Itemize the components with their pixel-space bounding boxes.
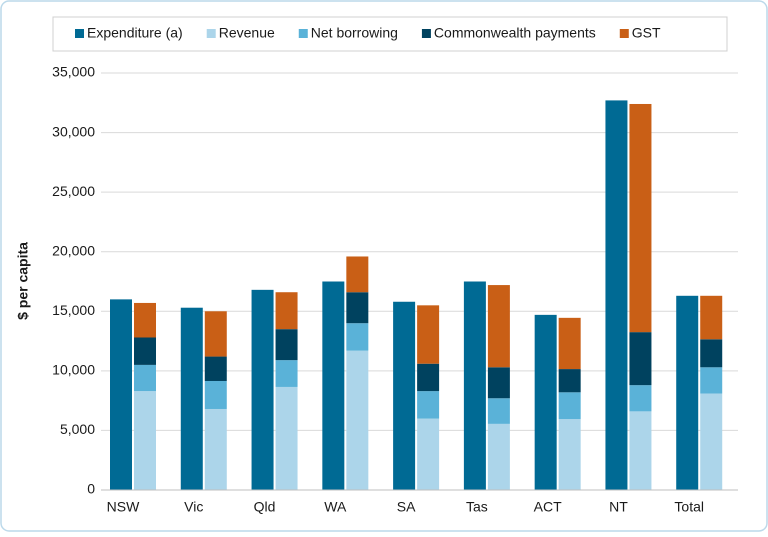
x-tick-label: Vic	[184, 499, 203, 515]
bar-segment	[275, 386, 298, 490]
bar-segment	[629, 103, 652, 333]
x-tick-label: Total	[674, 499, 704, 515]
bar-segment	[700, 295, 723, 340]
y-tick-label: 30,000	[52, 123, 95, 139]
x-tick-label: SA	[397, 499, 416, 515]
bar	[180, 307, 203, 490]
bar-segment	[204, 380, 227, 409]
y-tick-label: 0	[87, 481, 95, 497]
bar-segment	[558, 369, 581, 393]
legend-swatch	[206, 29, 216, 38]
bar	[605, 100, 628, 490]
bar-segment	[275, 329, 298, 361]
bar-segment	[204, 408, 227, 490]
bar-segment	[134, 302, 156, 338]
bar-segment	[629, 411, 652, 490]
bar-segment	[275, 360, 298, 387]
y-tick-label: 25,000	[52, 183, 95, 199]
y-tick-label: 5,000	[60, 421, 95, 437]
bar	[534, 314, 557, 490]
bar-segment	[204, 356, 227, 381]
y-tick-label: 15,000	[52, 302, 95, 318]
x-tick-label: Tas	[466, 499, 488, 515]
bar-segment	[134, 391, 156, 490]
bar-segment	[275, 292, 298, 330]
bar-segment	[346, 323, 369, 351]
bar-segment	[487, 398, 510, 424]
bar-segment	[487, 423, 510, 490]
bar-segment	[417, 391, 440, 419]
bar	[322, 281, 345, 490]
bar-segment	[700, 393, 723, 490]
bar-segment	[629, 332, 652, 386]
y-tick-label: 10,000	[52, 362, 95, 378]
bar	[463, 281, 486, 490]
bar-segment	[346, 350, 369, 490]
x-tick-label: WA	[324, 499, 347, 515]
y-tick-label: 35,000	[52, 64, 95, 80]
legend-box	[52, 16, 728, 52]
bar	[393, 301, 416, 490]
bar-segment	[558, 392, 581, 420]
bar-segment	[134, 337, 156, 365]
bar-segment	[346, 256, 369, 293]
bar	[676, 295, 699, 490]
legend-swatch	[421, 29, 431, 38]
legend-label: Commonwealth payments	[434, 25, 596, 41]
legend-swatch	[619, 29, 629, 38]
bar-segment	[417, 418, 440, 490]
bar-segment	[487, 367, 510, 399]
x-tick-label: NT	[609, 499, 628, 515]
bar-segment	[487, 285, 510, 368]
bar-segment	[204, 311, 227, 357]
bar	[251, 289, 274, 490]
legend-swatch	[75, 29, 84, 38]
x-tick-label: NSW	[107, 499, 140, 515]
legend-label: GST	[632, 25, 661, 41]
bar-segment	[629, 385, 652, 412]
bar-segment	[417, 305, 440, 364]
bar-segment	[558, 419, 581, 490]
bar-segment	[417, 363, 440, 392]
legend-label: Revenue	[219, 25, 275, 41]
bar-segment	[558, 317, 581, 370]
x-tick-label: Qld	[254, 499, 276, 515]
legend-label: Expenditure (a)	[87, 25, 183, 41]
legend-swatch	[298, 29, 308, 38]
bar-segment	[700, 339, 723, 368]
y-tick-label: 20,000	[52, 242, 95, 258]
legend-label: Net borrowing	[311, 25, 398, 41]
bar-segment	[700, 367, 723, 394]
bar-segment	[134, 364, 156, 392]
y-axis-title: $ per capita	[15, 242, 31, 320]
bar	[110, 299, 132, 490]
bar-segment	[346, 292, 369, 324]
x-tick-label: ACT	[534, 499, 562, 515]
